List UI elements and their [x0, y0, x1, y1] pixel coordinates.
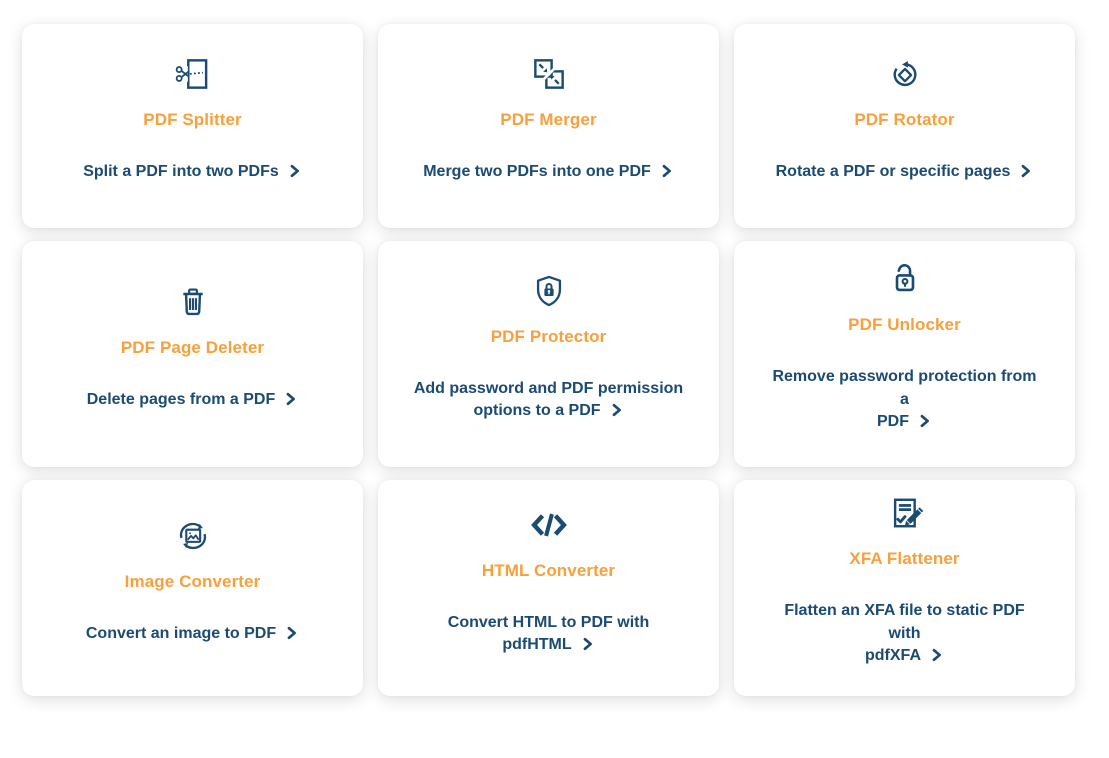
- tool-card[interactable]: XFA Flattener Flatten an XFA file to sta…: [734, 480, 1075, 696]
- tool-card-grid: PDF Splitter Split a PDF into two PDFs P…: [22, 24, 1109, 696]
- tool-card[interactable]: PDF Unlocker Remove password protection …: [734, 241, 1075, 467]
- trash-icon: [172, 281, 214, 323]
- rotate-arrow-icon: [884, 53, 926, 95]
- tool-title: PDF Protector: [490, 326, 607, 346]
- tool-card[interactable]: HTML Converter Convert HTML to PDF with …: [378, 480, 719, 696]
- tool-title: PDF Page Deleter: [120, 337, 265, 357]
- image-convert-icon: [172, 515, 214, 557]
- code-icon: [528, 504, 570, 546]
- document-edit-icon: [884, 492, 926, 534]
- tool-description: Merge two PDFs into one PDF: [423, 161, 674, 183]
- chevron-right-icon[interactable]: [288, 164, 302, 178]
- chevron-right-icon[interactable]: [581, 637, 595, 651]
- scissors-document-icon: [172, 53, 214, 95]
- chevron-right-icon[interactable]: [610, 403, 624, 417]
- tool-description: Delete pages from a PDF: [87, 389, 299, 411]
- chevron-right-icon[interactable]: [660, 164, 674, 178]
- tool-title: PDF Rotator: [854, 109, 955, 129]
- tool-card[interactable]: Image Converter Convert an image to PDF: [22, 480, 363, 696]
- tool-description: Remove password protection from a PDF: [772, 368, 1037, 431]
- tool-card[interactable]: PDF Page Deleter Delete pages from a PDF: [22, 241, 363, 467]
- chevron-right-icon[interactable]: [1019, 164, 1033, 178]
- tool-description: Convert HTML to PDF with pdfHTML: [447, 613, 650, 653]
- tool-description: Add password and PDF permission options …: [413, 379, 684, 419]
- tool-description: Rotate a PDF or specific pages: [776, 161, 1034, 183]
- tool-description: Flatten an XFA file to static PDF with p…: [784, 602, 1025, 665]
- tool-title: HTML Converter: [481, 560, 616, 580]
- tool-card[interactable]: PDF Merger Merge two PDFs into one PDF: [378, 24, 719, 228]
- tool-description: Split a PDF into two PDFs: [83, 161, 302, 183]
- shield-lock-icon: [528, 270, 570, 312]
- tool-title: PDF Splitter: [143, 109, 242, 129]
- tool-card[interactable]: PDF Protector Add password and PDF permi…: [378, 241, 719, 467]
- tool-description: Convert an image to PDF: [86, 623, 299, 645]
- chevron-right-icon[interactable]: [930, 648, 944, 662]
- tool-title: PDF Merger: [500, 109, 597, 129]
- chevron-right-icon[interactable]: [918, 414, 932, 428]
- tool-card[interactable]: PDF Rotator Rotate a PDF or specific pag…: [734, 24, 1075, 228]
- tool-title: Image Converter: [124, 571, 261, 591]
- merge-pages-icon: [528, 53, 570, 95]
- chevron-right-icon[interactable]: [285, 626, 299, 640]
- unlock-icon: [884, 258, 926, 300]
- tool-card[interactable]: PDF Splitter Split a PDF into two PDFs: [22, 24, 363, 228]
- tool-title: XFA Flattener: [849, 549, 960, 569]
- tool-title: PDF Unlocker: [848, 315, 961, 335]
- chevron-right-icon[interactable]: [284, 392, 298, 406]
